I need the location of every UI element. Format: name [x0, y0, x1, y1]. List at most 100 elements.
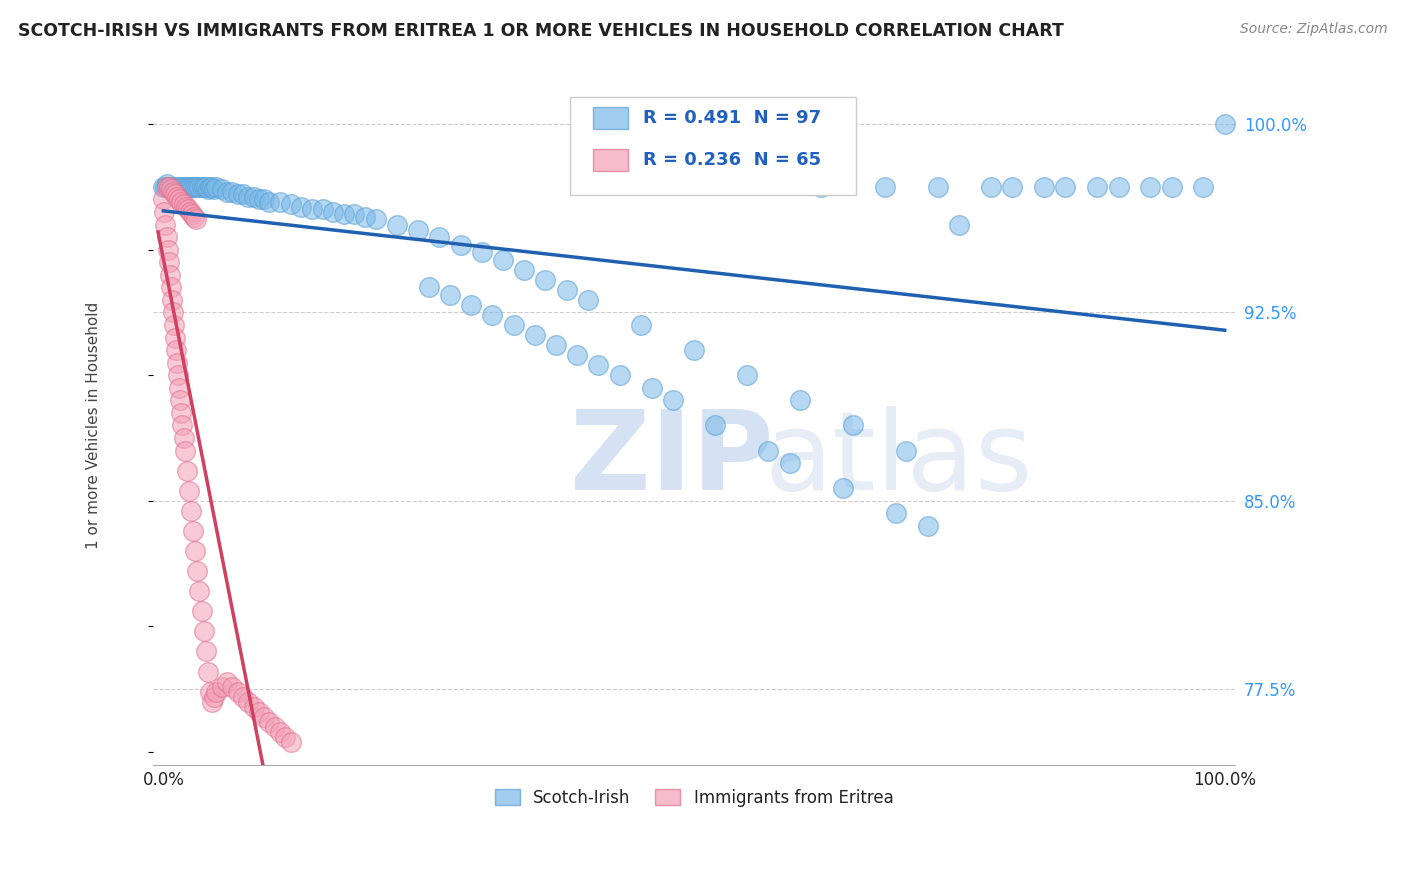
Point [301, 202, 323, 217]
Point [269, 724, 291, 739]
Point [180, 504, 202, 518]
Point [588, 358, 610, 372]
Point [173, 431, 195, 445]
Point [177, 179, 200, 194]
Point [167, 381, 190, 395]
Point [159, 179, 181, 194]
Point [280, 735, 302, 749]
Legend: Scotch-Irish, Immigrants from Eritrea: Scotch-Irish, Immigrants from Eritrea [488, 782, 900, 814]
Point [481, 308, 503, 322]
Point [156, 243, 179, 257]
Text: Source: ZipAtlas.com: Source: ZipAtlas.com [1240, 22, 1388, 37]
Point [162, 305, 184, 319]
Point [274, 730, 297, 744]
Point [630, 318, 652, 332]
Point [280, 197, 302, 211]
Point [253, 710, 276, 724]
Point [927, 179, 949, 194]
Point [247, 705, 270, 719]
Point [354, 210, 377, 224]
Point [180, 179, 202, 194]
Point [789, 393, 811, 408]
Point [247, 193, 270, 207]
Point [211, 182, 233, 196]
Point [205, 179, 228, 194]
Point [157, 179, 180, 194]
Point [186, 564, 208, 578]
Point [242, 699, 264, 714]
Point [163, 179, 186, 194]
Point [364, 212, 387, 227]
Point [221, 680, 243, 694]
Point [290, 200, 312, 214]
Point [166, 190, 188, 204]
Point [198, 684, 221, 698]
Point [263, 720, 285, 734]
Point [215, 185, 238, 199]
Point [176, 179, 198, 194]
Point [183, 210, 205, 224]
Point [460, 298, 482, 312]
Point [159, 179, 181, 194]
Point [1054, 179, 1077, 194]
Point [555, 283, 578, 297]
Point [201, 179, 224, 194]
Point [221, 185, 243, 199]
Text: ZIP: ZIP [569, 406, 773, 513]
Point [184, 179, 207, 194]
Point [232, 690, 254, 704]
Point [167, 193, 190, 207]
Point [186, 179, 208, 194]
Point [193, 624, 215, 639]
Point [211, 680, 233, 694]
Point [160, 293, 183, 307]
Point [194, 644, 217, 658]
Point [238, 695, 260, 709]
Point [269, 194, 291, 209]
Point [842, 418, 865, 433]
Point [170, 194, 193, 209]
Point [896, 443, 918, 458]
Point [173, 197, 195, 211]
Point [170, 406, 193, 420]
Point [492, 252, 515, 267]
Point [259, 194, 281, 209]
Point [172, 179, 194, 194]
Point [948, 218, 970, 232]
Point [163, 318, 186, 332]
Point [167, 179, 190, 194]
Point [155, 178, 177, 192]
Point [176, 464, 198, 478]
Point [179, 205, 201, 219]
FancyBboxPatch shape [569, 96, 856, 194]
Point [917, 519, 939, 533]
Point [163, 187, 186, 202]
Point [232, 187, 254, 202]
Point [152, 179, 174, 194]
Point [172, 418, 194, 433]
Point [385, 218, 408, 232]
Point [186, 212, 208, 227]
Point [202, 182, 225, 196]
Point [1108, 179, 1130, 194]
Point [1213, 117, 1236, 131]
Point [181, 207, 204, 221]
Point [156, 179, 179, 194]
Point [502, 318, 524, 332]
Point [197, 182, 219, 196]
Point [166, 356, 188, 370]
Point [873, 179, 896, 194]
Point [576, 293, 599, 307]
Point [513, 262, 536, 277]
Point [157, 255, 180, 269]
Point [1139, 179, 1161, 194]
Text: 1 or more Vehicles in Household: 1 or more Vehicles in Household [86, 301, 101, 549]
Point [155, 218, 177, 232]
Point [450, 237, 472, 252]
Point [609, 368, 631, 383]
Point [165, 182, 187, 196]
Point [1033, 179, 1056, 194]
Point [169, 393, 191, 408]
Point [155, 179, 177, 194]
FancyBboxPatch shape [593, 150, 628, 171]
